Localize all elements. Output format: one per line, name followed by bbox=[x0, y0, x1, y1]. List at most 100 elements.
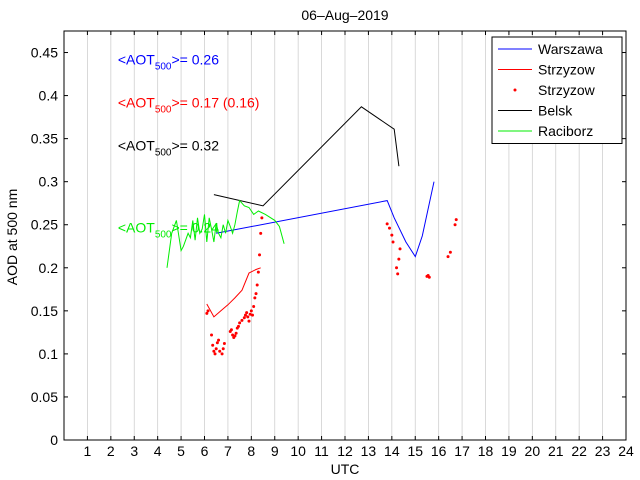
point-strzyzow-points-43 bbox=[395, 266, 399, 270]
y-tick-label-7: 0.35 bbox=[31, 131, 58, 147]
point-strzyzow-points-27 bbox=[247, 319, 251, 323]
y-tick-label-2: 0.1 bbox=[39, 346, 59, 362]
axis-ticks: 1 2 3 4 5 6 7 8 9 10 11 12 13 14 15 16 17 18 19 20 21 22 23 240… bbox=[31, 31, 634, 459]
point-strzyzow-points-7 bbox=[215, 341, 219, 345]
x-tick-label-3: 3 bbox=[130, 443, 138, 459]
point-strzyzow-points-25 bbox=[245, 311, 249, 315]
x-tick-label-6: 6 bbox=[201, 443, 209, 459]
point-strzyzow-points-49 bbox=[427, 275, 431, 279]
point-strzyzow-points-28 bbox=[248, 312, 252, 316]
y-tick-label-5: 0.25 bbox=[31, 217, 58, 233]
point-strzyzow-points-12 bbox=[222, 342, 226, 346]
annotation-3: <AOT500>= 0.24 bbox=[118, 219, 219, 240]
point-strzyzow-points-4 bbox=[212, 349, 216, 353]
x-tick-label-1: 1 bbox=[84, 443, 92, 459]
point-strzyzow-points-18 bbox=[234, 331, 238, 335]
point-strzyzow-points-37 bbox=[259, 231, 263, 235]
point-strzyzow-points-21 bbox=[238, 321, 242, 325]
legend: Warszawa Strzyzow Strzyzow Belsk Raciborz bbox=[491, 36, 623, 144]
x-tick-label-5: 5 bbox=[177, 443, 185, 459]
point-strzyzow-points-33 bbox=[254, 292, 258, 296]
x-tick-label-17: 17 bbox=[454, 443, 470, 459]
point-strzyzow-points-30 bbox=[251, 313, 255, 317]
point-strzyzow-points-9 bbox=[218, 349, 222, 353]
series-points-strzyzow-points bbox=[205, 216, 458, 356]
point-strzyzow-points-23 bbox=[242, 316, 246, 320]
point-strzyzow-points-41 bbox=[390, 233, 394, 237]
x-axis-label: UTC bbox=[331, 461, 360, 477]
legend-label-1: Strzyzow bbox=[538, 62, 596, 78]
point-strzyzow-points-35 bbox=[256, 270, 260, 274]
x-tick-label-24: 24 bbox=[618, 443, 634, 459]
x-tick-label-7: 7 bbox=[224, 443, 232, 459]
point-strzyzow-points-34 bbox=[255, 283, 259, 287]
point-strzyzow-points-42 bbox=[391, 240, 395, 244]
point-strzyzow-points-0 bbox=[205, 311, 209, 315]
series-line-warszawa-line bbox=[216, 181, 435, 258]
annotation-0: <AOT500>= 0.26 bbox=[118, 51, 219, 72]
x-tick-label-12: 12 bbox=[337, 443, 353, 459]
point-strzyzow-points-2 bbox=[210, 333, 214, 337]
annotation-2: <AOT500>= 0.32 bbox=[118, 138, 219, 159]
point-strzyzow-points-17 bbox=[233, 334, 237, 338]
y-tick-label-9: 0.45 bbox=[31, 45, 58, 61]
point-strzyzow-points-14 bbox=[229, 328, 233, 332]
point-strzyzow-points-31 bbox=[252, 305, 256, 309]
point-strzyzow-points-51 bbox=[448, 250, 452, 254]
point-strzyzow-points-6 bbox=[214, 347, 218, 351]
point-strzyzow-points-45 bbox=[397, 257, 401, 261]
x-tick-label-20: 20 bbox=[525, 443, 541, 459]
point-strzyzow-points-10 bbox=[220, 352, 224, 356]
point-strzyzow-points-36 bbox=[258, 253, 262, 257]
legend-label-0: Warszawa bbox=[538, 41, 603, 57]
point-strzyzow-points-15 bbox=[231, 333, 235, 337]
x-tick-label-23: 23 bbox=[595, 443, 611, 459]
point-strzyzow-points-20 bbox=[236, 324, 240, 328]
x-tick-label-8: 8 bbox=[247, 443, 255, 459]
y-tick-label-1: 0.05 bbox=[31, 389, 58, 405]
x-tick-label-14: 14 bbox=[384, 443, 400, 459]
series-line-raciborz-line bbox=[166, 199, 285, 268]
point-strzyzow-points-38 bbox=[260, 216, 264, 220]
series-line-strzyzow-line bbox=[206, 267, 261, 318]
point-strzyzow-points-8 bbox=[217, 338, 221, 342]
annotation-1: <AOT500>= 0.17 (0.16) bbox=[118, 94, 260, 115]
point-strzyzow-points-50 bbox=[446, 255, 450, 259]
point-strzyzow-points-26 bbox=[246, 315, 250, 319]
x-tick-label-4: 4 bbox=[154, 443, 162, 459]
point-strzyzow-points-32 bbox=[253, 296, 257, 300]
y-axis-label: AOD at 500 nm bbox=[4, 189, 20, 286]
x-tick-label-11: 11 bbox=[314, 443, 329, 459]
series-line-belsk-line bbox=[213, 106, 400, 207]
point-strzyzow-points-46 bbox=[398, 247, 402, 251]
point-strzyzow-points-24 bbox=[243, 313, 247, 317]
point-strzyzow-points-44 bbox=[396, 272, 400, 276]
x-tick-label-21: 21 bbox=[548, 443, 564, 459]
point-strzyzow-points-11 bbox=[221, 347, 225, 351]
legend-label-4: Raciborz bbox=[538, 123, 593, 139]
y-tick-label-8: 0.4 bbox=[39, 88, 59, 104]
y-tick-label-0: 0 bbox=[50, 432, 58, 448]
legend-label-2: Strzyzow bbox=[538, 82, 596, 98]
x-tick-label-16: 16 bbox=[431, 443, 447, 459]
annotations: <AOT500>= 0.26 <AOT500>= 0.17 (0.16) <AOT5… bbox=[118, 51, 260, 240]
x-tick-label-13: 13 bbox=[361, 443, 377, 459]
y-tick-label-3: 0.15 bbox=[31, 303, 58, 319]
x-tick-label-2: 2 bbox=[107, 443, 115, 459]
point-strzyzow-points-40 bbox=[387, 226, 391, 230]
chart-title: 06–Aug–2019 bbox=[301, 7, 388, 23]
point-strzyzow-points-53 bbox=[454, 218, 458, 222]
x-tick-label-22: 22 bbox=[571, 443, 587, 459]
y-tick-label-6: 0.3 bbox=[39, 174, 59, 190]
x-tick-label-19: 19 bbox=[501, 443, 517, 459]
x-tick-label-18: 18 bbox=[478, 443, 494, 459]
x-tick-label-15: 15 bbox=[407, 443, 423, 459]
x-tick-label-10: 10 bbox=[290, 443, 306, 459]
legend-swatch-2 bbox=[513, 88, 517, 92]
point-strzyzow-points-1 bbox=[206, 309, 210, 313]
point-strzyzow-points-52 bbox=[453, 223, 457, 227]
point-strzyzow-points-3 bbox=[211, 343, 215, 347]
legend-label-3: Belsk bbox=[538, 103, 573, 119]
point-strzyzow-points-39 bbox=[385, 222, 389, 226]
